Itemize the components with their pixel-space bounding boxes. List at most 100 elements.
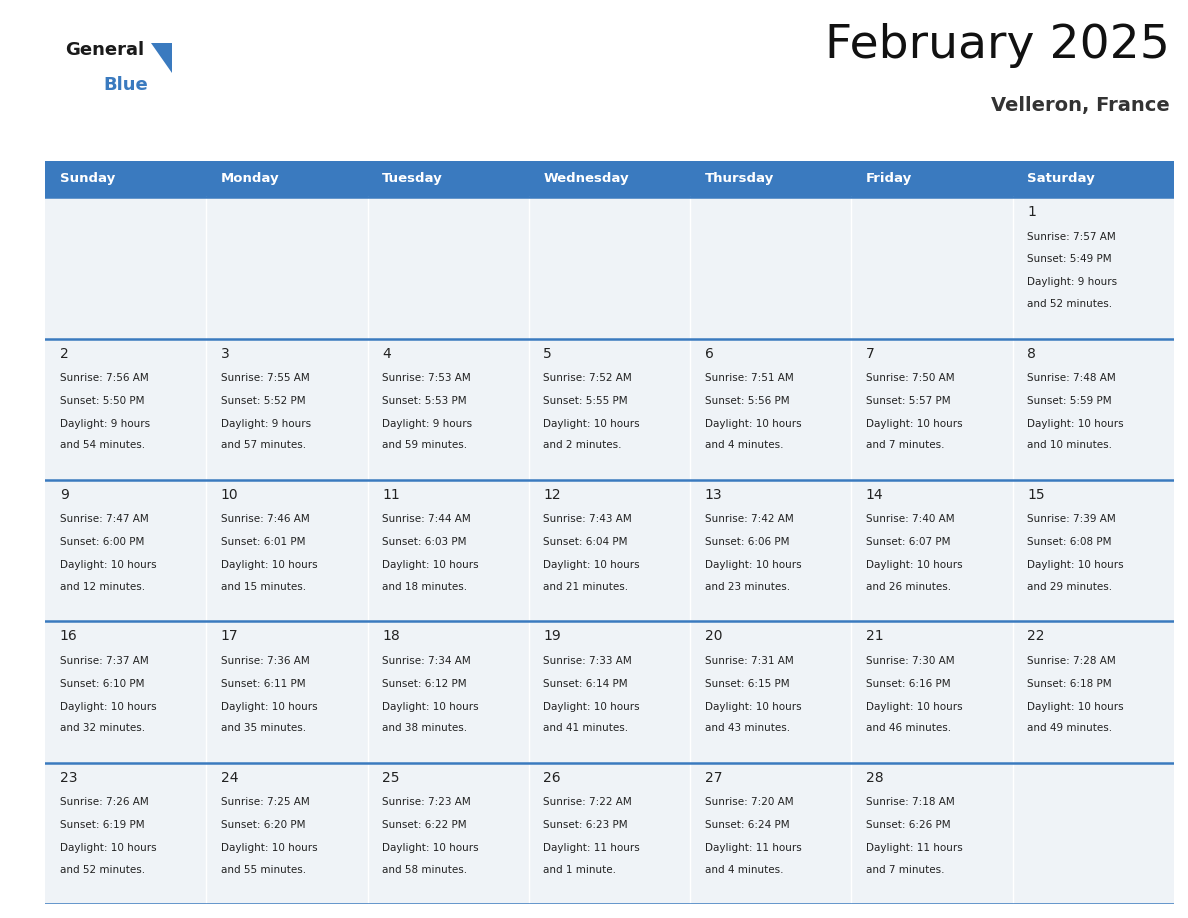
Text: and 12 minutes.: and 12 minutes. (59, 582, 145, 592)
Text: 23: 23 (59, 771, 77, 785)
Text: Daylight: 10 hours: Daylight: 10 hours (543, 560, 640, 570)
Bar (207, 161, 367, 197)
Text: Sunset: 6:11 PM: Sunset: 6:11 PM (221, 678, 305, 688)
Bar (207, 339, 367, 480)
Text: and 59 minutes.: and 59 minutes. (383, 441, 467, 451)
Text: Sunrise: 7:37 AM: Sunrise: 7:37 AM (59, 655, 148, 666)
Text: Sunrise: 7:48 AM: Sunrise: 7:48 AM (1026, 373, 1116, 383)
Text: Daylight: 10 hours: Daylight: 10 hours (1026, 701, 1124, 711)
Text: Sunrise: 7:43 AM: Sunrise: 7:43 AM (543, 514, 632, 524)
Text: Daylight: 10 hours: Daylight: 10 hours (866, 419, 962, 429)
Text: Sunrise: 7:31 AM: Sunrise: 7:31 AM (704, 655, 794, 666)
Text: Sunrise: 7:20 AM: Sunrise: 7:20 AM (704, 797, 794, 807)
Text: 7: 7 (866, 347, 874, 361)
Bar (207, 480, 367, 621)
Text: Daylight: 9 hours: Daylight: 9 hours (59, 419, 150, 429)
Text: Daylight: 10 hours: Daylight: 10 hours (383, 560, 479, 570)
Bar (367, 621, 529, 763)
Text: Sunrise: 7:57 AM: Sunrise: 7:57 AM (1026, 231, 1116, 241)
Text: Daylight: 10 hours: Daylight: 10 hours (704, 701, 801, 711)
Text: Daylight: 11 hours: Daylight: 11 hours (704, 843, 802, 853)
Bar (529, 339, 690, 480)
Text: Sunrise: 7:30 AM: Sunrise: 7:30 AM (866, 655, 954, 666)
Text: Sunrise: 7:52 AM: Sunrise: 7:52 AM (543, 373, 632, 383)
Bar (1012, 763, 1174, 904)
Text: Sunset: 5:59 PM: Sunset: 5:59 PM (1026, 396, 1112, 406)
Text: 28: 28 (866, 771, 884, 785)
Text: Daylight: 9 hours: Daylight: 9 hours (221, 419, 311, 429)
Text: and 23 minutes.: and 23 minutes. (704, 582, 790, 592)
Text: and 2 minutes.: and 2 minutes. (543, 441, 621, 451)
Text: Sunset: 6:00 PM: Sunset: 6:00 PM (59, 537, 144, 547)
Text: Friday: Friday (866, 173, 912, 185)
Text: and 58 minutes.: and 58 minutes. (383, 865, 467, 875)
Text: Sunset: 6:18 PM: Sunset: 6:18 PM (1026, 678, 1112, 688)
Text: Daylight: 11 hours: Daylight: 11 hours (543, 843, 640, 853)
Text: and 32 minutes.: and 32 minutes. (59, 723, 145, 733)
Text: Sunrise: 7:36 AM: Sunrise: 7:36 AM (221, 655, 310, 666)
Bar (367, 161, 529, 197)
Text: Wednesday: Wednesday (543, 173, 628, 185)
Bar (529, 763, 690, 904)
Text: 9: 9 (59, 488, 69, 502)
Text: Sunrise: 7:39 AM: Sunrise: 7:39 AM (1026, 514, 1116, 524)
Text: Sunrise: 7:46 AM: Sunrise: 7:46 AM (221, 514, 310, 524)
Text: 2: 2 (59, 347, 69, 361)
Text: Sunrise: 7:23 AM: Sunrise: 7:23 AM (383, 797, 470, 807)
Bar (529, 480, 690, 621)
Bar (852, 621, 1012, 763)
Text: 20: 20 (704, 630, 722, 644)
Text: and 18 minutes.: and 18 minutes. (383, 582, 467, 592)
Text: Sunset: 6:26 PM: Sunset: 6:26 PM (866, 820, 950, 830)
Text: Thursday: Thursday (704, 173, 773, 185)
Bar (367, 339, 529, 480)
Text: Sunrise: 7:44 AM: Sunrise: 7:44 AM (383, 514, 470, 524)
Text: Sunset: 5:55 PM: Sunset: 5:55 PM (543, 396, 628, 406)
Text: Daylight: 10 hours: Daylight: 10 hours (59, 843, 157, 853)
Text: Daylight: 10 hours: Daylight: 10 hours (1026, 419, 1124, 429)
Text: 3: 3 (221, 347, 229, 361)
Text: Daylight: 10 hours: Daylight: 10 hours (221, 843, 317, 853)
Text: and 35 minutes.: and 35 minutes. (221, 723, 307, 733)
Text: Sunrise: 7:25 AM: Sunrise: 7:25 AM (221, 797, 310, 807)
Text: and 49 minutes.: and 49 minutes. (1026, 723, 1112, 733)
Bar (852, 480, 1012, 621)
Text: 8: 8 (1026, 347, 1036, 361)
Text: and 52 minutes.: and 52 minutes. (59, 865, 145, 875)
Text: and 21 minutes.: and 21 minutes. (543, 582, 628, 592)
Text: Sunset: 6:14 PM: Sunset: 6:14 PM (543, 678, 628, 688)
Bar (367, 763, 529, 904)
Bar (45, 480, 207, 621)
Text: 1: 1 (1026, 206, 1036, 219)
Text: Sunrise: 7:34 AM: Sunrise: 7:34 AM (383, 655, 470, 666)
Text: Sunset: 6:04 PM: Sunset: 6:04 PM (543, 537, 627, 547)
Text: 13: 13 (704, 488, 722, 502)
Text: 12: 12 (543, 488, 561, 502)
Text: Daylight: 10 hours: Daylight: 10 hours (221, 560, 317, 570)
Text: Sunset: 6:12 PM: Sunset: 6:12 PM (383, 678, 467, 688)
Text: and 1 minute.: and 1 minute. (543, 865, 617, 875)
Bar (1012, 161, 1174, 197)
Text: Sunrise: 7:56 AM: Sunrise: 7:56 AM (59, 373, 148, 383)
Text: Sunset: 6:16 PM: Sunset: 6:16 PM (866, 678, 950, 688)
Bar (690, 621, 852, 763)
Text: Monday: Monday (221, 173, 279, 185)
Bar (690, 161, 852, 197)
Text: 10: 10 (221, 488, 239, 502)
Text: Blue: Blue (103, 76, 148, 95)
Bar (852, 161, 1012, 197)
Text: Sunset: 6:23 PM: Sunset: 6:23 PM (543, 820, 628, 830)
Text: and 15 minutes.: and 15 minutes. (221, 582, 307, 592)
Bar (690, 480, 852, 621)
Bar (690, 339, 852, 480)
Text: Daylight: 10 hours: Daylight: 10 hours (704, 419, 801, 429)
Text: 16: 16 (59, 630, 77, 644)
Text: Sunset: 6:10 PM: Sunset: 6:10 PM (59, 678, 144, 688)
Text: Saturday: Saturday (1026, 173, 1095, 185)
Text: Sunrise: 7:50 AM: Sunrise: 7:50 AM (866, 373, 954, 383)
Text: 14: 14 (866, 488, 884, 502)
Bar (45, 197, 207, 339)
Text: Daylight: 10 hours: Daylight: 10 hours (543, 419, 640, 429)
Text: and 29 minutes.: and 29 minutes. (1026, 582, 1112, 592)
Text: and 52 minutes.: and 52 minutes. (1026, 299, 1112, 309)
